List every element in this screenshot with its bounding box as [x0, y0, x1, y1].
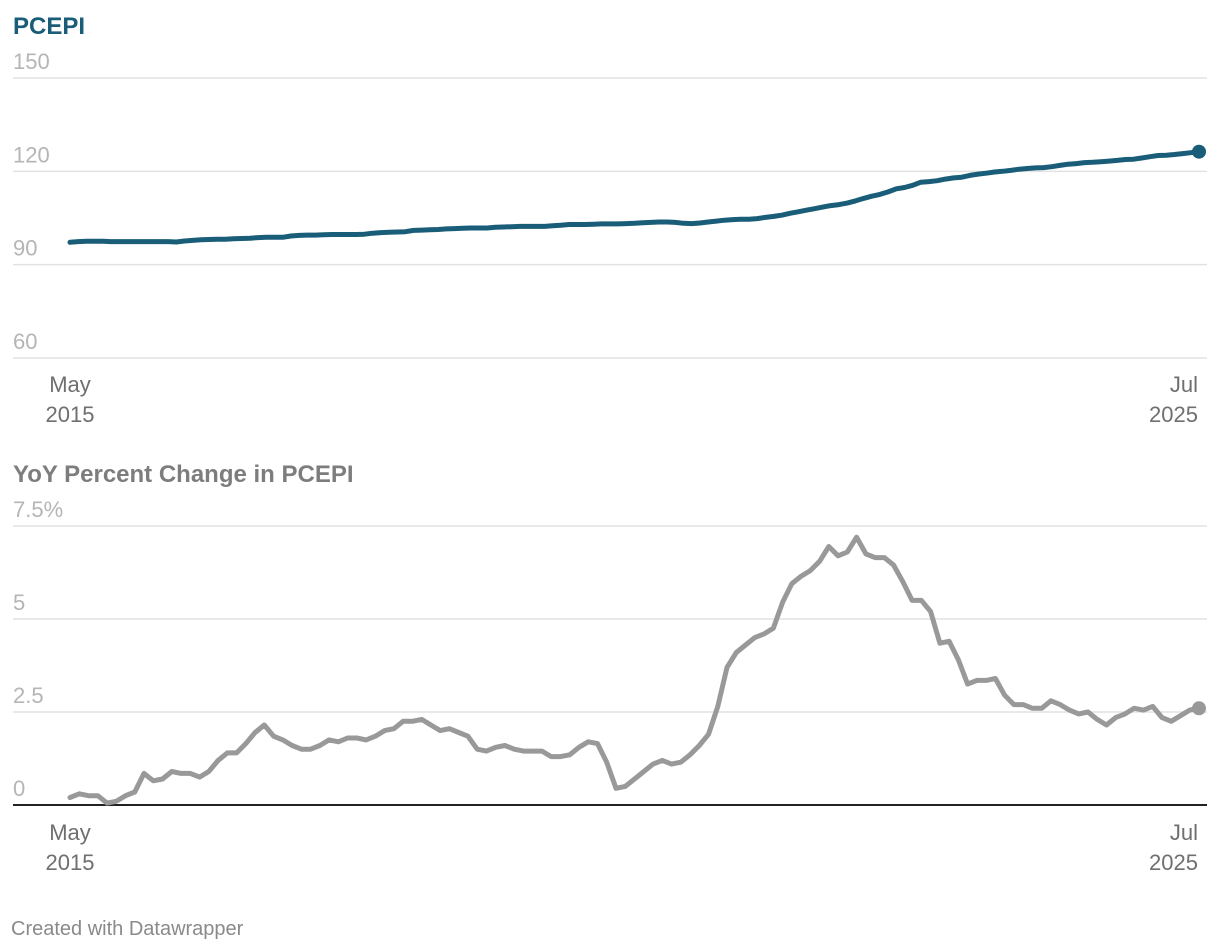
- x-tick-month-label: May: [49, 372, 91, 397]
- yoy-title: YoY Percent Change in PCEPI: [13, 461, 354, 488]
- pcepi-y-axis: 150 120 90 60: [13, 49, 50, 354]
- yoy-endpoint-marker: [1192, 701, 1206, 716]
- y-tick-label: 90: [13, 236, 37, 261]
- x-tick-year-label: 2015: [46, 402, 95, 427]
- datawrapper-credit: Created with Datawrapper: [11, 918, 244, 940]
- pcepi-panel: PCEPI 150 120 90 60 May 2015 Jul 2025: [13, 13, 1207, 427]
- x-tick-month-label: Jul: [1170, 372, 1198, 397]
- x-tick-month-label: May: [49, 820, 91, 845]
- y-tick-label: 120: [13, 142, 50, 167]
- yoy-panel: YoY Percent Change in PCEPI 7.5% 5 2.5 0 Ma…: [13, 461, 1207, 875]
- yoy-series-line: [67, 534, 1202, 806]
- y-tick-label: 0: [13, 776, 25, 801]
- pcepi-endpoint-marker: [1192, 144, 1206, 159]
- x-tick-year-label: 2015: [46, 850, 95, 875]
- y-tick-label: 5: [13, 590, 25, 615]
- y-tick-label: 60: [13, 329, 37, 354]
- yoy-gridlines: [13, 525, 1207, 806]
- x-tick-month-label: Jul: [1170, 820, 1198, 845]
- pcepi-series-line: [67, 149, 1202, 245]
- x-tick-year-label: 2025: [1149, 402, 1198, 427]
- pcepi-title: PCEPI: [13, 13, 85, 40]
- y-tick-label: 7.5%: [13, 497, 63, 522]
- yoy-y-axis: 7.5% 5 2.5 0: [13, 497, 63, 801]
- y-tick-label: 150: [13, 49, 50, 74]
- pcepi-gridlines: [13, 77, 1207, 359]
- y-tick-label: 2.5: [13, 683, 44, 708]
- x-tick-year-label: 2025: [1149, 850, 1198, 875]
- pcepi-x-axis: May 2015 Jul 2025: [46, 372, 1198, 427]
- yoy-x-axis: May 2015 Jul 2025: [46, 820, 1198, 875]
